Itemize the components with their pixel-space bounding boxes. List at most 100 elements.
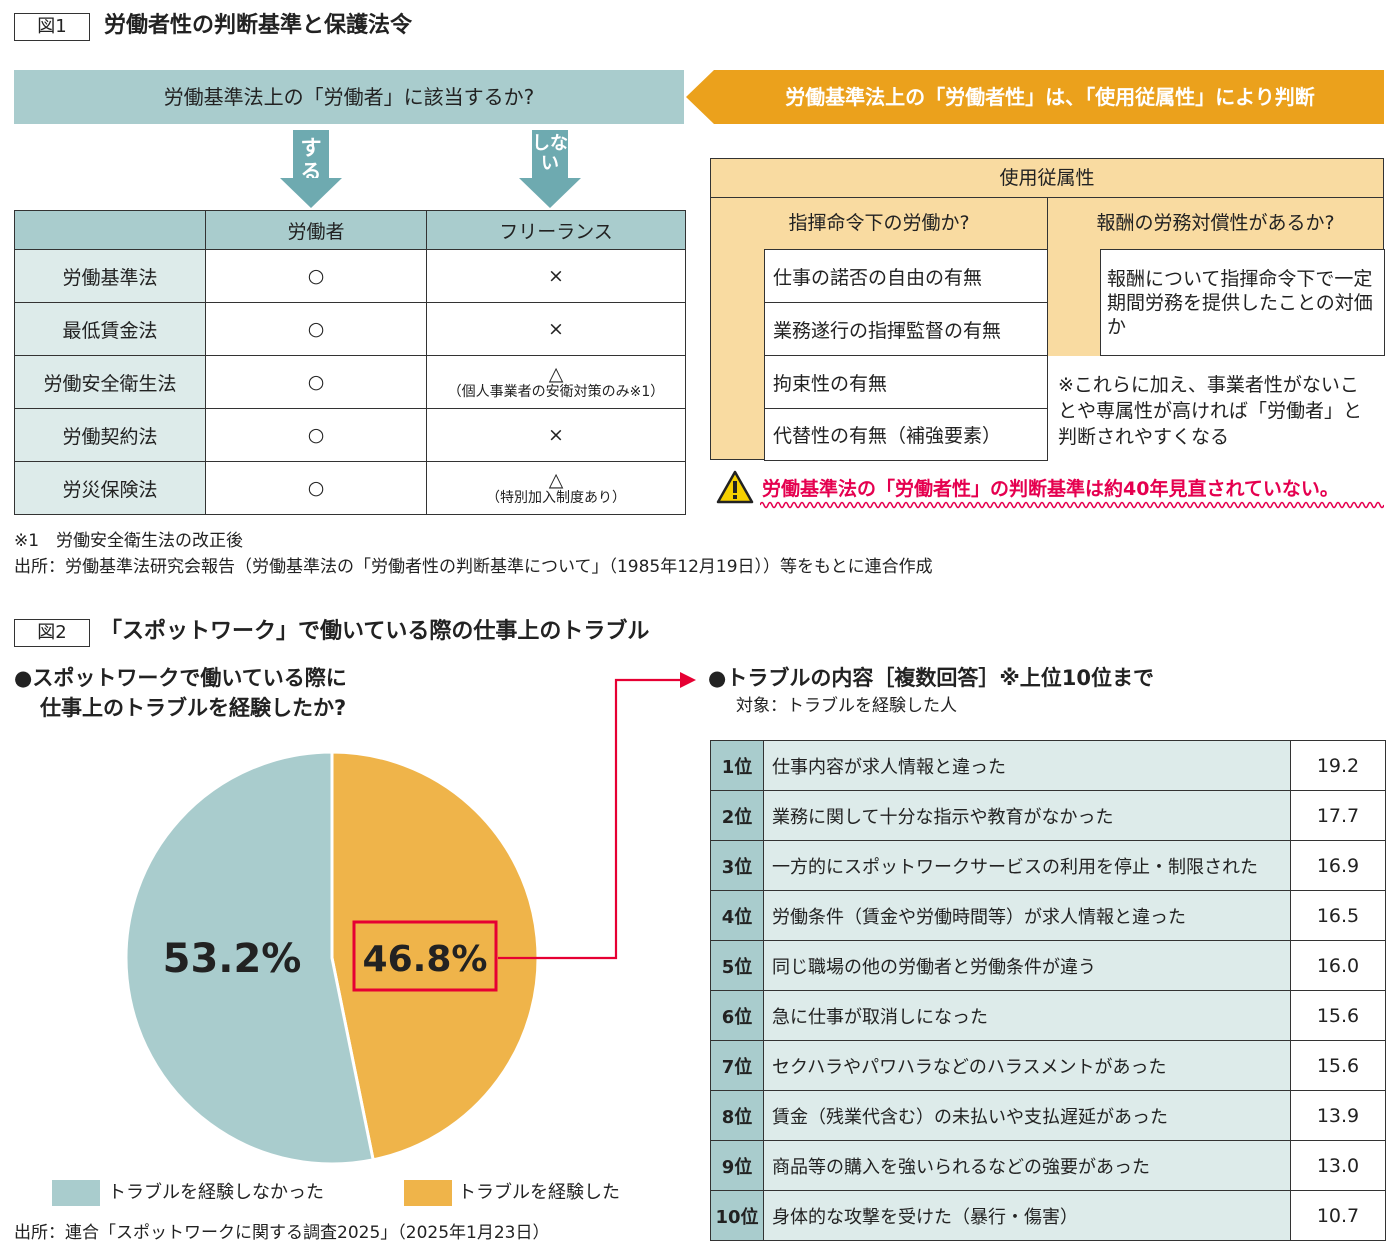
- figure-2-tag: 図2: [14, 619, 90, 647]
- highlight-connector-arrow: [498, 672, 696, 960]
- ranking-position: 5位: [710, 940, 764, 991]
- criterion-item: 仕事の諾否の自由の有無: [764, 249, 1048, 303]
- ranking-position: 9位: [710, 1140, 764, 1191]
- no-arrow-head-icon: [519, 178, 581, 208]
- list-heading: ●トラブルの内容［複数回答］※上位10位まで: [708, 666, 1154, 690]
- law-table-row: 最低賃金法 ○ ×: [14, 302, 686, 356]
- law-coverage-table: 労働者 フリーランス 労働基準法 ○ × 最低賃金法 ○ × 労働安全衛生法 ○…: [14, 210, 686, 515]
- worker-coverage: ○: [205, 249, 427, 303]
- remuneration-item: 報酬について指揮命令下で一定期間労務を提供したことの対価か: [1100, 249, 1385, 356]
- figure-1-title: 労働者性の判断基準と保護法令: [104, 13, 413, 38]
- freelance-coverage: ×: [426, 302, 686, 356]
- ranking-row: 9位 商品等の購入を強いられるなどの強要があった 13.0: [710, 1140, 1386, 1191]
- law-table-row: 労災保険法 ○ △ （特別加入制度あり）: [14, 461, 686, 515]
- judgement-banner: 労働基準法上の「労働者性」は、「使用従属性」により判断: [686, 70, 1384, 124]
- ranking-row: 5位 同じ職場の他の労働者と労働条件が違う 16.0: [710, 940, 1386, 991]
- pie-highlight-box: [352, 920, 498, 992]
- figure-1-source: 出所：労働基準法研究会報告（労働基準法の「労働者性の判断基準について」（1985…: [14, 557, 933, 577]
- ranking-row: 4位 労働条件（賃金や労働時間等）が求人情報と違った 16.5: [710, 890, 1386, 941]
- worker-coverage: ○: [205, 461, 427, 515]
- no-arrow: しない: [519, 130, 581, 208]
- ranking-position: 4位: [710, 890, 764, 941]
- ranking-item: セクハラやパワハラなどのハラスメントがあった: [763, 1040, 1291, 1091]
- freelance-coverage-cell: △ （特別加入制度あり）: [426, 461, 686, 515]
- worker-coverage: ○: [205, 302, 427, 356]
- figure-1-tag: 図1: [14, 13, 90, 41]
- worker-coverage: ○: [205, 355, 427, 409]
- ranking-position: 1位: [710, 740, 764, 791]
- ranking-item: 労働条件（賃金や労働時間等）が求人情報と違った: [763, 890, 1291, 941]
- pie-value-label-trouble: 46.8%: [363, 939, 488, 980]
- law-name: 労災保険法: [14, 461, 206, 515]
- no-arrow-label: しない: [532, 130, 568, 178]
- yes-arrow-label: する: [293, 130, 329, 184]
- freelance-coverage: ×: [426, 249, 686, 303]
- freelance-coverage: △: [548, 469, 564, 491]
- judgement-banner-arrow-shape: [686, 70, 1384, 124]
- legend-swatch-trouble: [404, 1180, 452, 1206]
- ranking-position: 10位: [710, 1190, 764, 1241]
- ranking-row: 10位 身体的な攻撃を受けた（暴行・傷害） 10.7: [710, 1190, 1386, 1241]
- freelance-coverage: ×: [426, 408, 686, 462]
- ranking-row: 1位 仕事内容が求人情報と違った 19.2: [710, 740, 1386, 791]
- ranking-position: 6位: [710, 990, 764, 1041]
- trouble-pie-chart: 53.2% 46.8%: [124, 750, 540, 1166]
- remuneration-heading: 報酬の労務対償性があるか?: [1096, 212, 1335, 234]
- worker-coverage: ○: [205, 408, 427, 462]
- yes-arrow: する: [280, 130, 342, 208]
- command-heading: 指揮命令下の労働か?: [788, 212, 970, 234]
- law-table-header-worker: 労働者: [205, 210, 427, 250]
- pie-heading-line2: 仕事上のトラブルを経験したか?: [40, 696, 347, 720]
- law-name: 労働契約法: [14, 408, 206, 462]
- ranking-value: 17.7: [1290, 790, 1386, 841]
- ranking-value: 19.2: [1290, 740, 1386, 791]
- freelance-coverage-note: （特別加入制度あり）: [486, 490, 626, 506]
- ranking-position: 2位: [710, 790, 764, 841]
- ranking-item: 同じ職場の他の労働者と労働条件が違う: [763, 940, 1291, 991]
- ranking-value: 13.0: [1290, 1140, 1386, 1191]
- ranking-row: 3位 一方的にスポットワークサービスの利用を停止・制限された 16.9: [710, 840, 1386, 891]
- ranking-item: 商品等の購入を強いられるなどの強要があった: [763, 1140, 1291, 1191]
- law-table-header-freelance: フリーランス: [426, 210, 686, 250]
- subordination-note: ※これらに加え、事業者性がないことや専属性が高ければ「労働者」と判断されやすくな…: [1058, 374, 1363, 448]
- figure-2-source: 出所：連合「スポットワークに関する調査2025」（2025年1月23日）: [14, 1223, 550, 1243]
- ranking-row: 6位 急に仕事が取消しになった 15.6: [710, 990, 1386, 1041]
- judgement-banner-text: 労働基準法上の「労働者性」は、「使用従属性」により判断: [785, 85, 1315, 109]
- ranking-item: 身体的な攻撃を受けた（暴行・傷害）: [763, 1190, 1291, 1241]
- trouble-ranking-table: 1位 仕事内容が求人情報と違った 19.2 2位 業務に関して十分な指示や教育がなかった…: [710, 740, 1386, 1241]
- figure-2-title: 「スポットワーク」で働いている際の仕事上のトラブル: [100, 619, 650, 644]
- ranking-value: 15.6: [1290, 1040, 1386, 1091]
- pie-slice-no-trouble: [124, 750, 375, 1166]
- ranking-position: 3位: [710, 840, 764, 891]
- ranking-item: 業務に関して十分な指示や教育がなかった: [763, 790, 1291, 841]
- law-table-row: 労働安全衛生法 ○ △ （個人事業者の安衛対策のみ※1）: [14, 355, 686, 409]
- legend-swatch-no-trouble: [52, 1180, 100, 1206]
- law-name: 最低賃金法: [14, 302, 206, 356]
- subordination-note-area: ※これらに加え、事業者性がないことや専属性が高ければ「労働者」と判断されやすくな…: [1048, 356, 1384, 460]
- yes-arrow-head-icon: [280, 178, 342, 208]
- list-target: 対象：トラブルを経験した人: [736, 696, 957, 716]
- freelance-coverage: △: [548, 363, 564, 385]
- ranking-item: 賃金（残業代含む）の未払いや支払遅延があった: [763, 1090, 1291, 1141]
- ranking-item: 仕事内容が求人情報と違った: [763, 740, 1291, 791]
- legend-label-trouble: トラブルを経験した: [458, 1182, 620, 1203]
- ranking-row: 8位 賃金（残業代含む）の未払いや支払遅延があった 13.9: [710, 1090, 1386, 1141]
- freelance-coverage-cell: △ （個人事業者の安衛対策のみ※1）: [426, 355, 686, 409]
- warning-icon: [716, 470, 754, 504]
- pie-heading-line1: ●スポットワークで働いている際に: [14, 666, 347, 690]
- law-table-row: 労働契約法 ○ ×: [14, 408, 686, 462]
- law-name: 労働安全衛生法: [14, 355, 206, 409]
- law-table-header-blank: [14, 210, 206, 250]
- law-table-row: 労働基準法 ○ ×: [14, 249, 686, 303]
- pie-value-label-no-trouble: 53.2%: [163, 936, 302, 982]
- criterion-item: 業務遂行の指揮監督の有無: [764, 302, 1048, 356]
- ranking-item: 一方的にスポットワークサービスの利用を停止・制限された: [763, 840, 1291, 891]
- ranking-position: 7位: [710, 1040, 764, 1091]
- law-table-header-row: 労働者 フリーランス: [14, 210, 686, 250]
- ranking-row: 2位 業務に関して十分な指示や教育がなかった 17.7: [710, 790, 1386, 841]
- law-name: 労働基準法: [14, 249, 206, 303]
- worker-question-banner: 労働基準法上の「労働者」に該当するか?: [14, 70, 684, 124]
- legend-label-no-trouble: トラブルを経験しなかった: [108, 1182, 324, 1203]
- pie-slice-trouble: [330, 750, 540, 1162]
- criterion-item: 拘束性の有無: [764, 355, 1048, 409]
